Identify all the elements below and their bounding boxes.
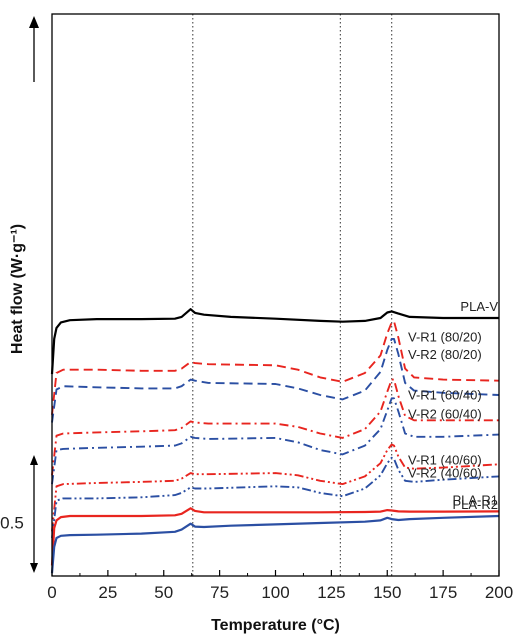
scale-bar-up-arrow-icon	[30, 455, 38, 465]
x-tick-label-8: 200	[485, 583, 513, 602]
series-labels: PLA-V V-R1 (80/20) V-R2 (80/20) V-R1 (60/40…	[408, 299, 498, 512]
series-label-5: V-R1 (40/60)	[408, 453, 482, 468]
decorations: 0.5	[0, 16, 39, 573]
series-label-8: PLA-R2	[452, 497, 498, 512]
x-tick-label-1: 25	[98, 583, 117, 602]
series-line-4	[51, 397, 500, 485]
series-layer	[50, 308, 500, 574]
x-tick-label-6: 150	[373, 583, 401, 602]
series-line-5	[51, 443, 500, 532]
x-axis-ticks: 0 25 50 75 100 125 150 175 200	[47, 570, 513, 602]
series-label-1: V-R1 (80/20)	[408, 329, 482, 344]
x-tick-label-7: 175	[429, 583, 457, 602]
series-line-0	[50, 308, 499, 375]
series-label-7: PLA-R1	[452, 492, 498, 507]
series-line-8	[50, 514, 500, 574]
series-label-4: V-R2 (60/40)	[408, 406, 482, 421]
plot-frame	[51, 13, 500, 577]
x-axis-label: Temperature (°C)	[211, 617, 340, 634]
series-line-1	[51, 320, 500, 415]
series-line-3	[51, 378, 499, 476]
y-axis-label: Heat flow (W·g⁻¹)	[9, 224, 26, 354]
x-tick-label-2: 50	[154, 583, 173, 602]
series-line-6	[51, 456, 500, 539]
series-label-6: V-R2 (40/60)	[408, 466, 482, 481]
x-tick-label-0: 0	[47, 583, 56, 602]
x-tick-label-5: 125	[317, 583, 345, 602]
scale-bar-label: 0.5	[0, 513, 24, 532]
x-tick-label-4: 100	[261, 583, 289, 602]
reference-lines	[192, 14, 393, 576]
up-arrow-icon	[29, 16, 39, 28]
scale-bar-down-arrow-icon	[30, 563, 38, 573]
series-line-7	[50, 507, 500, 566]
x-tick-label-3: 75	[210, 583, 229, 602]
series-label-3: V-R1 (60/40)	[408, 388, 482, 403]
series-label-2: V-R2 (80/20)	[408, 347, 482, 362]
series-label-0: PLA-V	[460, 299, 498, 314]
